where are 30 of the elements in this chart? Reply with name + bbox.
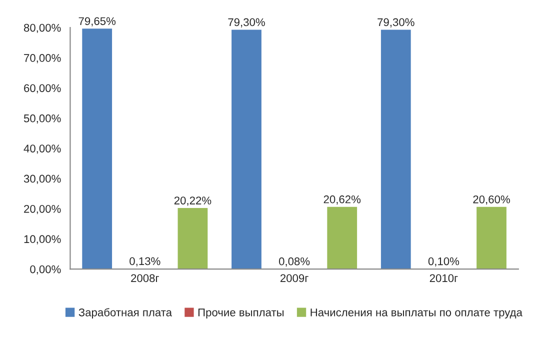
- y-tick-label: 0,00%: [30, 265, 61, 275]
- legend-label: Прочие выплаты: [198, 308, 284, 319]
- y-tick-label: 20,00%: [24, 204, 61, 214]
- data-label: 0,13%: [130, 257, 160, 266]
- x-tick-label: 2010г: [430, 274, 458, 282]
- bar: [178, 208, 208, 270]
- bar: [327, 206, 358, 270]
- y-tick-label: 40,00%: [24, 144, 61, 154]
- y-tick-label: 70,00%: [24, 54, 61, 64]
- y-tick-label: 30,00%: [24, 174, 61, 184]
- data-label: 20,60%: [473, 195, 510, 205]
- data-label: 20,62%: [324, 195, 361, 205]
- y-tick-label: 60,00%: [24, 84, 61, 94]
- bar: [82, 28, 112, 270]
- x-tick-label: 2009г: [280, 274, 308, 282]
- bar: [380, 30, 411, 270]
- x-tick-label: 2008г: [131, 274, 159, 282]
- data-label: 0,10%: [428, 257, 460, 267]
- bar: [476, 206, 506, 270]
- legend-label: Заработная плата: [78, 308, 172, 319]
- data-label: 0,08%: [278, 257, 310, 267]
- y-tick-label: 50,00%: [24, 114, 61, 124]
- data-label: 79,30%: [378, 18, 414, 28]
- y-tick-label: 10,00%: [24, 235, 61, 244]
- data-label: 20,22%: [174, 196, 212, 206]
- data-label: 79,30%: [228, 18, 265, 28]
- y-tick-label: 80,00%: [24, 24, 61, 34]
- legend-label: Начисления на выплаты по оплате труда: [310, 308, 522, 319]
- data-label: 79,65%: [78, 17, 116, 26]
- bar: [232, 30, 262, 270]
